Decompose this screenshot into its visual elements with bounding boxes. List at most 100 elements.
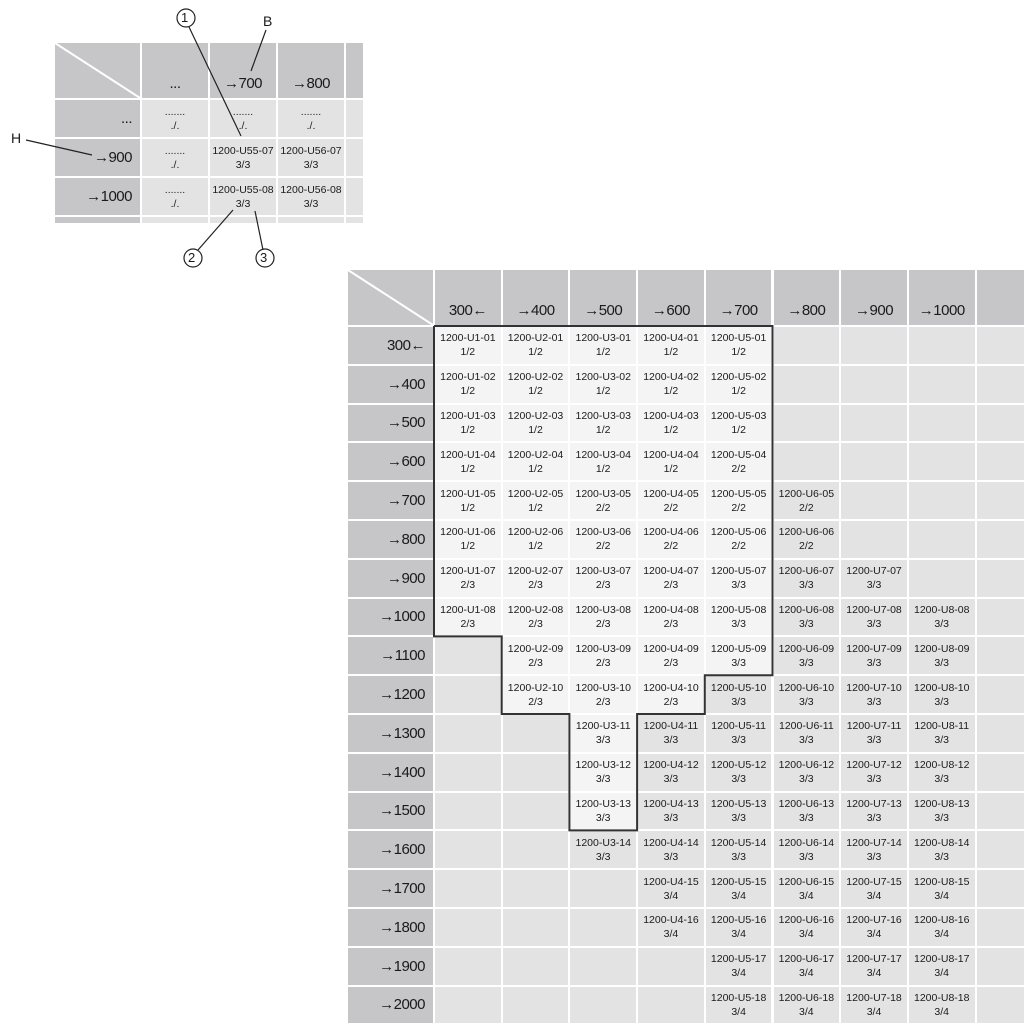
table-cell: 1200-U5-14 3/3 — [705, 831, 772, 869]
cell-code: 1200-U1-04 — [440, 448, 496, 461]
row-header: →1300 — [348, 715, 433, 752]
cell-code: 1200-U5-11 — [711, 720, 766, 733]
table-cell: 1200-U7-17 3/4 — [841, 947, 907, 985]
cell-code: 1200-U6-16 — [778, 914, 835, 927]
table-cell: 1200-U4-15 3/4 — [638, 870, 704, 907]
cell-code: 1200-U8-16 — [914, 914, 970, 927]
table-cell: 1200-U3-04 1/2 — [570, 443, 637, 481]
table-cell — [908, 404, 975, 442]
table-cell-extra — [976, 676, 1024, 713]
row-header-label: →1300 — [379, 724, 425, 742]
table-cell: 1200-U5-16 3/4 — [705, 909, 772, 946]
callout-number-1: 1 — [181, 10, 189, 25]
cell-code: 1200-U4-06 — [643, 526, 699, 539]
row-header-label: →2000 — [379, 996, 425, 1014]
table-cell: 1200-U56-07 3/3 — [278, 139, 344, 176]
callout-label-b: B — [263, 13, 273, 29]
row-header: →500 — [348, 404, 433, 442]
table-cell: ....... ./. — [210, 100, 276, 137]
table-cell-extra — [346, 178, 363, 215]
table-cell — [908, 443, 975, 481]
cell-fraction: 2/2 — [731, 501, 746, 514]
column-header: →400 — [502, 270, 569, 325]
row-header: →1700 — [348, 870, 433, 907]
cell-code: 1200-U7-10 — [846, 681, 902, 694]
cell-fraction: 3/4 — [731, 889, 746, 902]
cell-fraction: 1/2 — [595, 462, 611, 475]
table-cell: 1200-U6-06 2/2 — [773, 521, 840, 558]
table-cell — [570, 986, 637, 1024]
table-cell: 1200-U7-10 3/3 — [841, 676, 907, 713]
row-header-label: →1600 — [379, 841, 425, 859]
table-cell — [502, 831, 569, 869]
cell-fraction: 3/3 — [934, 811, 950, 824]
cell-code: 1200-U3-04 — [575, 448, 631, 461]
table-cell-extra — [976, 909, 1024, 946]
cell-code: 1200-U8-09 — [914, 642, 970, 655]
table-cell: 1200-U2-10 2/3 — [502, 676, 569, 713]
cell-fraction: 3/3 — [799, 579, 814, 592]
cell-code: 1200-U8-11 — [914, 720, 970, 733]
table-cell — [502, 870, 569, 907]
cell-code: 1200-U5-10 — [710, 681, 767, 694]
row-header-label: →1100 — [380, 647, 425, 665]
table-cell-extra — [976, 792, 1024, 830]
table-cell: 1200-U8-13 3/3 — [908, 792, 975, 830]
cell-code: 1200-U7-09 — [846, 642, 902, 655]
cell-code: 1200-U5-15 — [710, 875, 767, 888]
cell-fraction: 1/2 — [528, 385, 543, 398]
row-header: →1000 — [55, 178, 140, 215]
cell-fraction: 3/3 — [663, 734, 679, 747]
cell-code: 1200-U4-16 — [643, 914, 699, 927]
table-cell: 1200-U5-12 3/3 — [705, 753, 772, 791]
cell-fraction: 1/2 — [663, 423, 679, 436]
table-cell: 1200-U7-11 3/3 — [841, 715, 907, 752]
table-cell-extra — [976, 831, 1024, 869]
cell-code: 1200-U2-06 — [507, 526, 564, 539]
cell-code: 1200-U6-08 — [778, 603, 835, 616]
cell-code: ....... — [164, 105, 186, 118]
cell-fraction: 3/4 — [731, 928, 746, 941]
column-header-label: →600 — [651, 302, 691, 319]
cell-code: 1200-U5-05 — [710, 487, 767, 500]
column-header: ... — [142, 43, 208, 98]
table-cell: 1200-U6-08 3/3 — [773, 598, 840, 636]
table-cell: 1200-U1-03 1/2 — [435, 404, 501, 442]
cell-code: 1200-U5-18 — [710, 991, 767, 1004]
table-cell: 1200-U5-18 3/4 — [705, 986, 772, 1024]
table-cell: 1200-U3-12 3/3 — [570, 753, 637, 791]
table-cell-extra — [976, 715, 1024, 752]
cell-code: 1200-U55-08 — [212, 183, 274, 196]
cell-code: 1200-U1-06 — [440, 526, 496, 539]
cell-fraction: 1/2 — [595, 346, 611, 359]
cell-code: 1200-U3-03 — [575, 409, 631, 422]
table-cell — [908, 559, 975, 597]
table-cell: 1200-U8-12 3/3 — [908, 753, 975, 791]
cell-fraction: 1/2 — [731, 423, 746, 436]
table-cell — [908, 521, 975, 558]
cell-code: 1200-U1-07 — [440, 565, 496, 578]
table-cell-extra — [976, 986, 1024, 1024]
column-header: →700 — [705, 270, 772, 325]
row-header: →1900 — [348, 947, 433, 985]
cell-fraction: 3/4 — [663, 889, 679, 902]
cell-fraction: 3/4 — [934, 967, 950, 980]
column-header: →900 — [841, 270, 907, 325]
row-header: →600 — [348, 443, 433, 481]
table-cell — [570, 947, 637, 985]
table-cell: 1200-U7-14 3/3 — [841, 831, 907, 869]
table-cell: 1200-U4-16 3/4 — [638, 909, 704, 946]
cell-fraction: 3/4 — [934, 928, 950, 941]
table-cell — [502, 909, 569, 946]
table-cell: 1200-U4-02 1/2 — [638, 365, 704, 403]
table-cell: 1200-U8-08 3/3 — [908, 598, 975, 636]
cell-code: 1200-U6-07 — [778, 565, 835, 578]
cell-code: 1200-U3-01 — [575, 332, 631, 345]
table-cell — [638, 947, 704, 985]
table-cell: 1200-U8-17 3/4 — [908, 947, 975, 985]
table-cell: 1200-U4-07 2/3 — [638, 559, 704, 597]
column-header-label: →400 — [516, 302, 556, 319]
table-cell: 1200-U6-13 3/3 — [773, 792, 840, 830]
table-cell: 1200-U2-01 1/2 — [502, 327, 569, 364]
cell-fraction: 3/4 — [866, 889, 882, 902]
